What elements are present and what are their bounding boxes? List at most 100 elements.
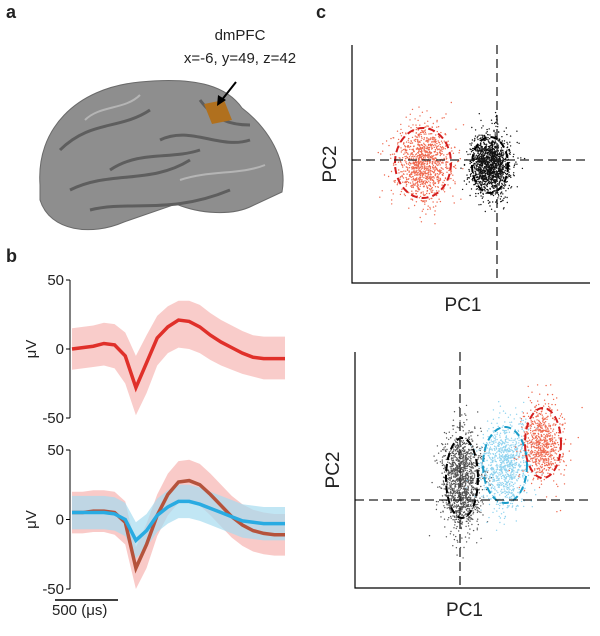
scatter-point [454, 486, 455, 487]
scatter-point [401, 191, 402, 192]
panel-label: c [316, 2, 326, 22]
scatter-point [518, 456, 519, 457]
scatter-point [472, 475, 473, 476]
scatter-point [425, 170, 426, 171]
scatter-point [434, 147, 435, 148]
scatter-point [452, 465, 453, 466]
scatter-point [499, 437, 500, 438]
scatter-point [418, 172, 419, 173]
scatter-point [517, 448, 518, 449]
scatter-point [469, 466, 470, 467]
scatter-point [465, 513, 466, 514]
scatter-point [505, 196, 506, 197]
scatter-point [507, 147, 508, 148]
scatter-point [449, 473, 450, 474]
scatter-point [487, 186, 488, 187]
scatter-point [521, 420, 522, 421]
scatter-point [467, 458, 468, 459]
scatter-point [493, 436, 494, 437]
scatter-point [502, 508, 503, 509]
scatter-point [499, 450, 500, 451]
scatter-point [477, 139, 478, 140]
scatter-point [435, 161, 436, 162]
scatter-point [426, 125, 427, 126]
scatter-point [444, 191, 445, 192]
scatter-point [431, 141, 432, 142]
scatter-point [410, 163, 411, 164]
scatter-point [408, 178, 409, 179]
scatter-point [415, 135, 416, 136]
scatter-point [442, 463, 443, 464]
scatter-point [408, 164, 409, 165]
scatter-point [481, 448, 482, 449]
scatter-point [461, 456, 462, 457]
scatter-point [483, 178, 484, 179]
scatter-point [493, 409, 494, 410]
scatter-point [451, 474, 452, 475]
scatter-point [489, 173, 490, 174]
scatter-point [512, 444, 513, 445]
scatter-point [465, 433, 466, 434]
scatter-point [496, 475, 497, 476]
scatter-point [474, 155, 475, 156]
scatter-point [465, 526, 466, 527]
scatter-point [451, 473, 452, 474]
scatter-point [480, 135, 481, 136]
scatter-point [442, 511, 443, 512]
scatter-point [556, 484, 557, 485]
scatter-point [495, 201, 496, 202]
scatter-point [471, 518, 472, 519]
scatter-point [464, 459, 465, 460]
scatter-point [501, 444, 502, 445]
scatter-point [477, 188, 478, 189]
scatter-point [504, 491, 505, 492]
scatter-point [422, 112, 423, 113]
scatter-point [441, 141, 442, 142]
scatter-point [469, 195, 470, 196]
scatter-point [467, 478, 468, 479]
scatter-point [430, 153, 431, 154]
scatter-point [489, 504, 490, 505]
scatter-point [538, 456, 539, 457]
scatter-point [466, 405, 467, 406]
scatter-point [491, 179, 492, 180]
scatter-point [484, 190, 485, 191]
scatter-point [509, 142, 510, 143]
scatter-point [494, 493, 495, 494]
scatter-point [468, 502, 469, 503]
scatter-point [466, 452, 467, 453]
scatter-point [495, 142, 496, 143]
scatter-point [500, 150, 501, 151]
scatter-point [462, 442, 463, 443]
scatter-point [430, 178, 431, 179]
scatter-point [500, 433, 501, 434]
scatter-point [401, 135, 402, 136]
scatter-point [474, 476, 475, 477]
scatter-point [558, 451, 559, 452]
scatter-point [420, 144, 421, 145]
scatter-point [509, 468, 510, 469]
scatter-point [460, 158, 461, 159]
scatter-point [510, 175, 511, 176]
scatter-point [482, 173, 483, 174]
scatter-point [507, 174, 508, 175]
scatter-point [450, 487, 451, 488]
scatter-point [498, 194, 499, 195]
scatter-point [434, 169, 435, 170]
scatter-point [517, 505, 518, 506]
scatter-point [476, 167, 477, 168]
scatter-point [543, 422, 544, 423]
scatter-point [457, 448, 458, 449]
scatter-point [490, 188, 491, 189]
scatter-point [459, 150, 460, 151]
scatter-point [412, 199, 413, 200]
scatter-point [509, 432, 510, 433]
scatter-point [512, 457, 513, 458]
scatter-point [474, 158, 475, 159]
scatter-point [477, 529, 478, 530]
scatter-point [468, 169, 469, 170]
scatter-point [503, 492, 504, 493]
scatter-point [378, 152, 379, 153]
scatter-point [474, 157, 475, 158]
scatter-point [418, 187, 419, 188]
